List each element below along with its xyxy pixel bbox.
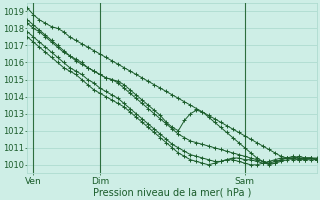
X-axis label: Pression niveau de la mer( hPa ): Pression niveau de la mer( hPa ) [93,187,252,197]
